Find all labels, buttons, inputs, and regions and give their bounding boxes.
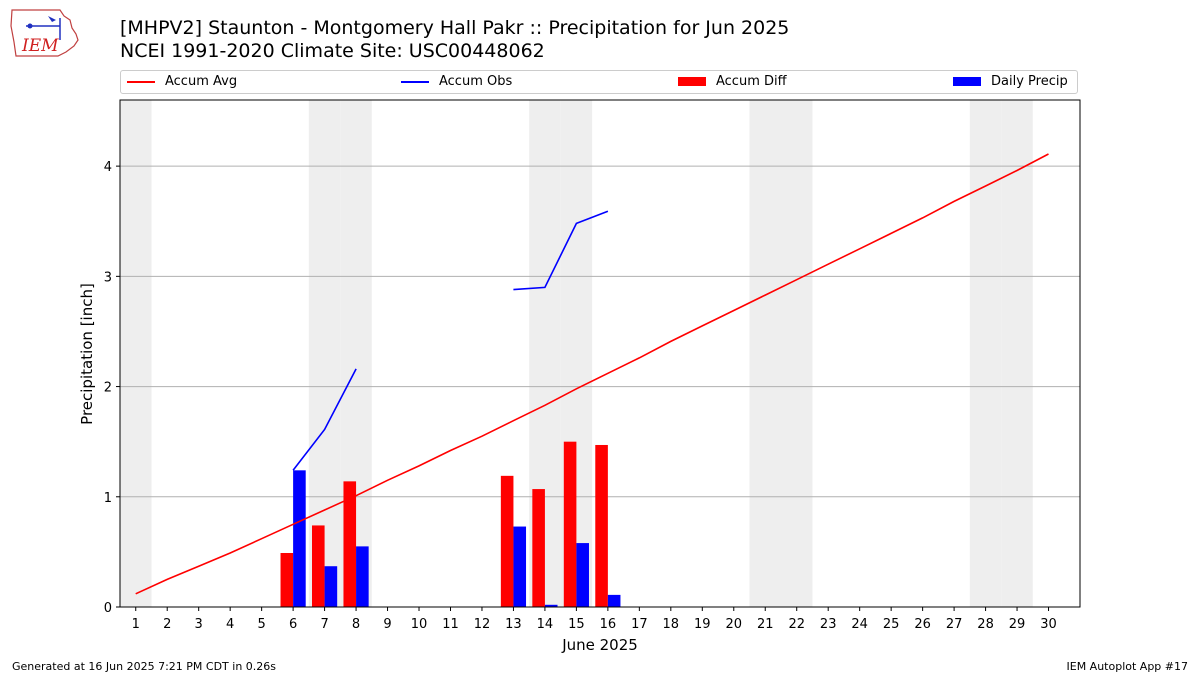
bar-daily-precip-day-13: [513, 526, 527, 607]
plot-frame: [119, 99, 1081, 608]
bar-accum-diff-day-7: [312, 525, 325, 607]
bar-accum-diff-day-13: [500, 475, 514, 607]
x-tick-label: 15: [568, 617, 585, 632]
legend-item-daily-precip: Daily Precip: [953, 74, 1068, 89]
x-tick-label: 30: [1040, 617, 1057, 632]
legend-swatch-accum-avg: [127, 80, 155, 83]
footer-generated: Generated at 16 Jun 2025 7:21 PM CDT in …: [12, 660, 277, 673]
x-tick-label: 12: [474, 617, 491, 632]
line-accum-avg-segment-1: [135, 153, 1049, 595]
x-tick-label: 2: [163, 617, 171, 632]
legend-label-accum-avg: Accum Avg: [165, 74, 238, 89]
y-axis-label: Precipitation [inch]: [78, 283, 96, 425]
series-lines: [135, 153, 1049, 595]
y-tick-label: 0: [104, 601, 112, 616]
x-ticks: 1 2 3 4 5 6 7 8 9 10 11 12 13 14 15 16 17 18 19 20 21 22 23 24 2…: [132, 607, 1057, 632]
legend-item-accum-obs: Accum Obs: [401, 74, 512, 89]
legend-swatch-daily-precip: [953, 77, 981, 86]
x-tick-label: 25: [883, 617, 900, 632]
chart-legend: Accum Avg Accum Obs Accum Diff Daily Pre…: [120, 70, 1078, 94]
weekend-band-day-29: [1001, 100, 1033, 607]
x-tick-label: 3: [195, 617, 203, 632]
x-tick-label: 28: [977, 617, 994, 632]
x-tick-label: 29: [1009, 617, 1026, 632]
x-tick-label: 17: [631, 617, 648, 632]
weekend-band-day-7: [308, 100, 341, 607]
x-tick-label: 21: [757, 617, 774, 632]
x-tick-label: 18: [663, 617, 680, 632]
x-tick-label: 22: [788, 617, 805, 632]
weekend-bands: [120, 100, 1033, 607]
legend-swatch-accum-diff: [678, 77, 706, 86]
x-tick-label: 14: [537, 617, 554, 632]
x-tick-label: 5: [257, 617, 265, 632]
x-tick-label: 8: [352, 617, 360, 632]
bar-daily-precip-day-15: [576, 543, 589, 607]
y-tick-label: 1: [104, 491, 112, 506]
x-tick-label: 10: [411, 617, 428, 632]
iem-logo: IEM: [10, 9, 79, 57]
weekend-band-day-28: [969, 100, 1002, 607]
legend-item-accum-diff: Accum Diff: [678, 74, 787, 89]
x-tick-label: 6: [289, 617, 297, 632]
x-tick-label: 27: [946, 617, 963, 632]
x-tick-label: 1: [132, 617, 140, 632]
y-tick-label: 4: [104, 160, 112, 175]
weekend-band-day-1: [120, 100, 152, 607]
legend-label-accum-obs: Accum Obs: [439, 74, 513, 89]
bar-daily-precip-day-6: [293, 470, 306, 607]
bar-accum-diff-day-6: [280, 552, 294, 607]
x-tick-label: 4: [226, 617, 234, 632]
footer-app: IEM Autoplot App #17: [1066, 660, 1189, 673]
chart-title: [MHPV2] Staunton - Montgomery Hall Pakr …: [120, 17, 790, 39]
bar-accum-diff-day-14: [532, 489, 545, 607]
bar-daily-precip-day-16: [607, 594, 621, 607]
legend-item-accum-avg: Accum Avg: [127, 74, 237, 89]
x-tick-label: 7: [320, 617, 328, 632]
bars: [280, 441, 621, 607]
line-accum-obs-segment-1: [292, 368, 357, 471]
bar-daily-precip-day-14: [544, 604, 558, 607]
bar-accum-diff-day-15: [563, 441, 577, 607]
x-tick-label: 23: [820, 617, 837, 632]
weekend-band-day-21: [749, 100, 781, 607]
legend-swatch-accum-obs: [401, 80, 429, 83]
legend-label-daily-precip: Daily Precip: [991, 74, 1068, 89]
bar-daily-precip-day-8: [356, 546, 369, 607]
x-tick-label: 9: [383, 617, 391, 632]
bar-accum-diff-day-16: [595, 444, 608, 607]
x-tick-label: 19: [694, 617, 711, 632]
x-tick-label: 26: [914, 617, 931, 632]
bar-accum-diff-day-8: [343, 481, 357, 607]
bar-daily-precip-day-7: [324, 566, 338, 607]
x-tick-label: 16: [600, 617, 617, 632]
weekend-band-day-22: [780, 100, 813, 607]
legend-label-accum-diff: Accum Diff: [716, 74, 787, 89]
y-tick-label: 3: [104, 270, 112, 285]
y-ticks: 0 1 2 3 4: [104, 160, 120, 616]
x-tick-label: 11: [442, 617, 459, 632]
line-accum-obs-segment-2: [513, 210, 609, 291]
chart-subtitle: NCEI 1991-2020 Climate Site: USC00448062: [120, 40, 545, 62]
x-axis-label: June 2025: [561, 636, 638, 654]
x-tick-label: 13: [505, 617, 522, 632]
y-tick-label: 2: [104, 381, 112, 396]
svg-text:IEM: IEM: [21, 36, 59, 56]
x-tick-label: 24: [851, 617, 868, 632]
x-tick-label: 20: [725, 617, 742, 632]
